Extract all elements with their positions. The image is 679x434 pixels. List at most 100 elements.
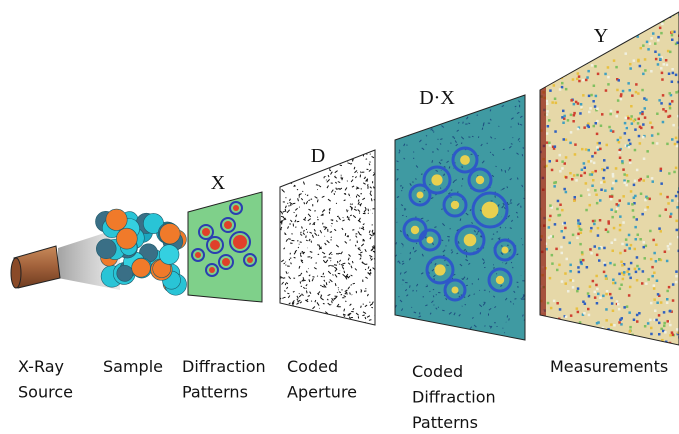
measurement-noise [591,64,594,67]
measurement-noise [557,24,560,27]
measurement-noise [550,307,553,310]
measurement-noise [668,286,671,289]
measurement-noise [626,270,629,273]
measurement-noise [578,75,581,78]
measurement-noise [587,189,590,192]
measurement-noise [623,173,626,176]
measurement-noise [671,331,674,334]
measurement-noise [580,16,583,19]
measurement-noise [539,348,542,351]
measurement-noise [588,126,591,129]
measurement-noise [566,17,569,20]
measurement-noise [547,74,550,77]
measurement-noise [651,349,654,352]
measurement-noise [633,59,636,62]
measurement-noise [552,27,555,30]
measurement-noise [611,242,614,245]
measurement-noise [556,269,559,272]
measurement-noise [594,105,597,108]
measurement-noise [629,286,632,289]
measurement-noise [573,14,576,17]
measurement-noise [639,142,642,145]
measurement-noise [675,275,678,278]
measurement-noise [592,179,595,182]
measurement-noise [546,132,549,135]
measurement-noise [669,115,672,118]
measurement-noise [671,34,674,37]
measurement-noise [577,222,580,225]
measurement-noise [617,303,620,306]
measurement-noise [569,334,572,337]
measurement-noise [565,156,568,159]
measurement-noise [623,306,626,309]
measurement-noise [549,336,552,339]
measurement-noise [576,237,579,240]
measurement-noise [566,50,569,53]
measurement-noise [660,301,663,304]
measurement-noise [651,126,654,129]
measurement-noise [568,11,571,14]
measurement-noise [651,177,654,180]
measurement-noise [644,58,647,61]
measurement-noise [632,209,635,212]
measurement-noise [554,98,557,101]
measurement-noise [547,67,550,70]
measurement-noise [652,239,655,242]
measurement-noise [629,67,632,70]
measurement-noise [579,326,582,329]
measurement-noise [645,99,648,102]
measurement-noise [583,33,586,36]
measurement-noise [579,259,582,262]
measurement-noise [662,121,665,124]
measurement-noise [605,228,608,231]
measurement-noise [669,107,672,110]
measurement-noise [558,43,561,46]
measurement-noise [676,229,679,232]
measurement-noise [579,243,582,246]
measurement-noise [580,174,583,177]
measurement-noise [570,131,573,134]
measurement-noise [613,264,616,267]
measurement-noise [660,67,663,70]
measurement-noise [644,107,647,110]
measurement-noise [610,129,613,132]
measurement-noise [634,268,637,271]
measurement-noise [657,39,660,42]
dx-spot [452,287,459,294]
measurement-noise [647,175,650,178]
measurement-noise [552,349,555,352]
stage-label: Sample [103,357,163,376]
measurement-noise [563,115,566,118]
measurement-noise [563,138,566,141]
measurement-noise [605,275,608,278]
measurement-noise [585,79,588,82]
measurement-noise [665,110,668,113]
measurement-noise [548,219,551,222]
measurement-noise [630,262,633,265]
measurement-noise [639,17,642,20]
measurement-noise [544,45,547,48]
measurement-noise [610,297,613,300]
stage-label: Diffraction [412,388,496,407]
measurement-noise [564,227,567,230]
measurement-noise [636,279,639,282]
measurement-noise [543,71,546,74]
measurement-noise [570,13,573,16]
measurement-noise [669,334,672,337]
measurement-noise [644,116,647,119]
measurement-noise [556,302,559,305]
measurement-noise [589,285,592,288]
measurement-noise [603,169,606,172]
measurement-noise [671,39,674,42]
measurement-noise [615,28,618,31]
measurement-noise [549,204,552,207]
measurement-noise [629,159,632,162]
measurement-noise [612,130,615,133]
measurement-noise [582,94,585,97]
measurement-noise [622,195,625,198]
measurement-noise [575,64,578,67]
measurement-noise [539,53,542,56]
measurement-noise [598,247,601,250]
measurement-noise [655,260,658,263]
measurement-noise [590,46,593,49]
